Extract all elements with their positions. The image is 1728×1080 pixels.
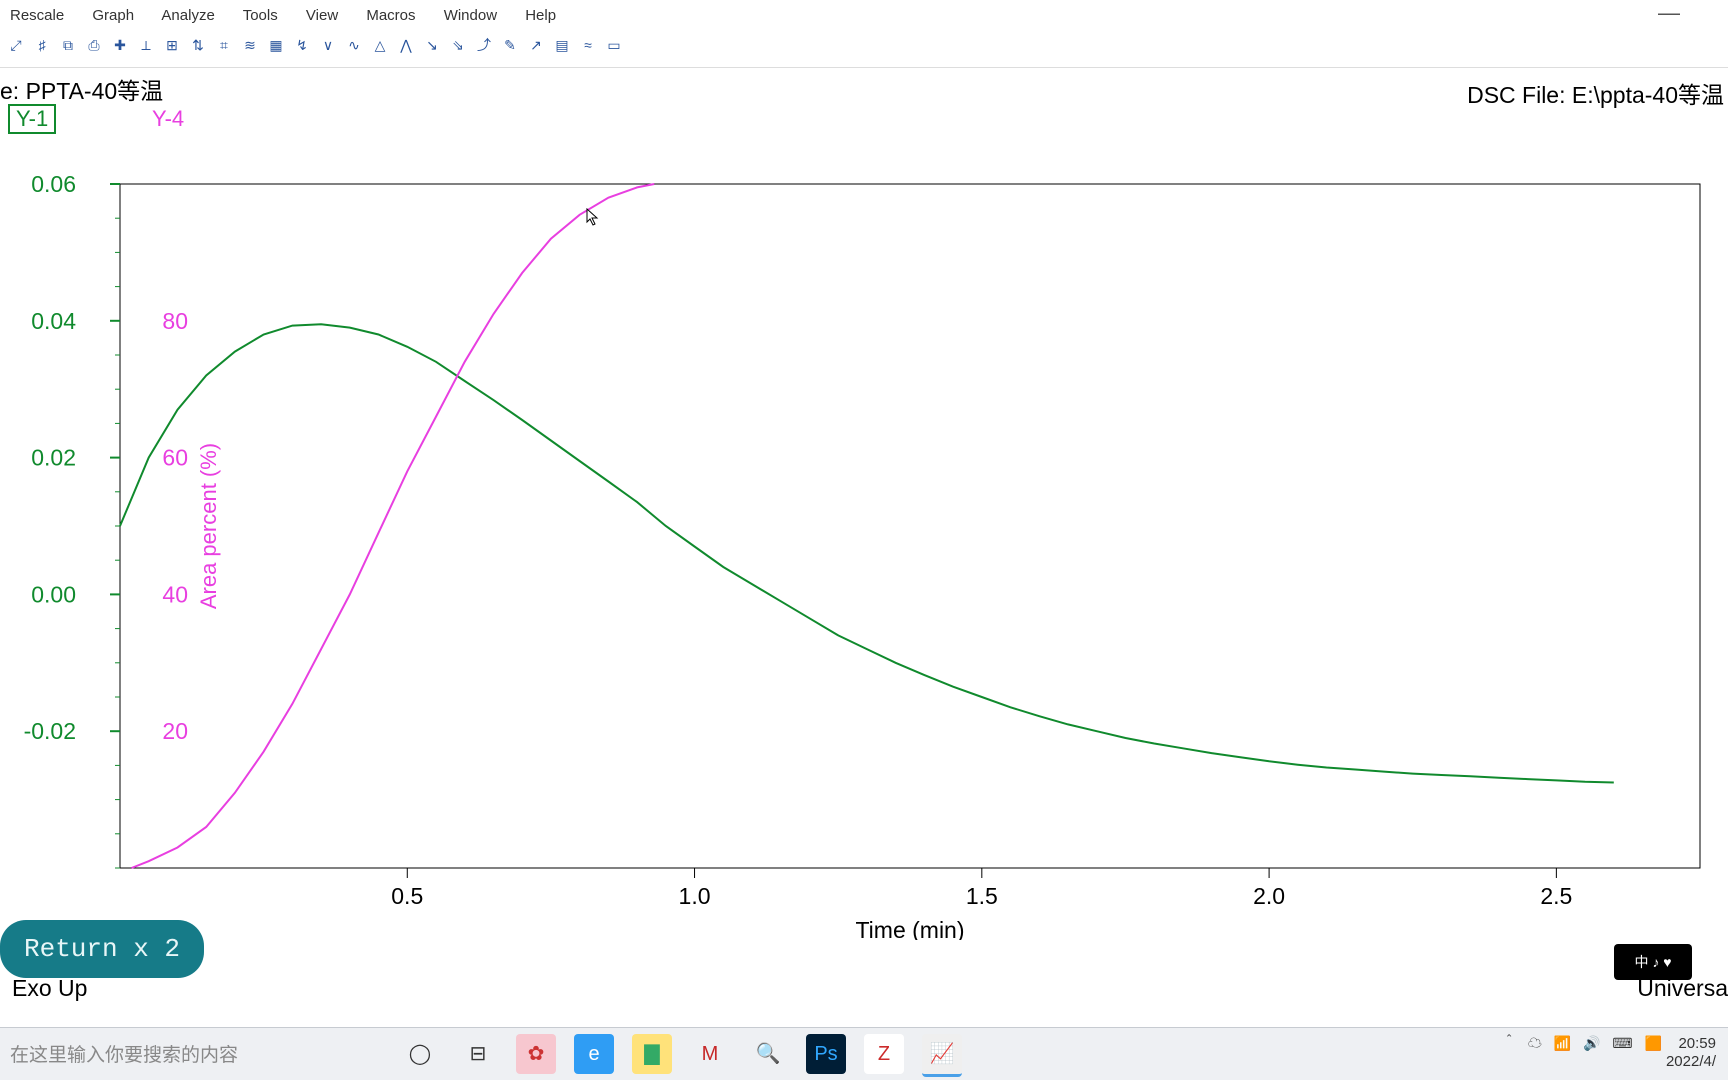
toolbar-button-12[interactable]: ∨ bbox=[316, 33, 340, 57]
toolbar-button-8[interactable]: ⌗ bbox=[212, 33, 236, 57]
toolbar-button-20[interactable]: ↗ bbox=[524, 33, 548, 57]
svg-text:40: 40 bbox=[162, 581, 188, 607]
mouse-cursor-icon bbox=[586, 208, 602, 228]
axis-legend: Y-1 Y-4 bbox=[8, 104, 184, 134]
toolbar-button-3[interactable]: ⎙ bbox=[82, 33, 106, 57]
taskbar: 在这里输入你要搜索的内容 ◯ ⊟ ✿ e ▇ M 🔍 Ps Z 📈 ＾ ☁ 📶 🔊 ⌨ 🟧 20:… bbox=[0, 1027, 1728, 1080]
menu-graph[interactable]: Graph bbox=[92, 7, 134, 24]
taskbar-app-5[interactable]: M bbox=[690, 1034, 730, 1074]
toolbar-button-2[interactable]: ⧉ bbox=[56, 33, 80, 57]
menu-tools[interactable]: Tools bbox=[243, 7, 278, 24]
tray-date: 2022/4/ bbox=[1666, 1053, 1716, 1070]
tray-time: 20:59 bbox=[1678, 1035, 1716, 1052]
svg-text:2.0: 2.0 bbox=[1253, 883, 1285, 909]
toolbar-button-19[interactable]: ✎ bbox=[498, 33, 522, 57]
svg-text:20: 20 bbox=[162, 718, 188, 744]
svg-text:2.5: 2.5 bbox=[1540, 883, 1572, 909]
sample-name: e: PPTA-40等温 bbox=[0, 72, 163, 106]
chart-svg: 0.5 1.0 1.5 2.0 2.5 Time (min) -0.02 0.00 0.02 0.… bbox=[0, 140, 1720, 940]
taskbar-app-6[interactable]: 🔍 bbox=[748, 1034, 788, 1074]
menu-rescale[interactable]: Rescale bbox=[10, 7, 64, 24]
toolbar-button-16[interactable]: ↘ bbox=[420, 33, 444, 57]
taskbar-search-input[interactable]: 在这里输入你要搜索的内容 bbox=[10, 1040, 238, 1067]
taskbar-app-3[interactable]: e bbox=[574, 1034, 614, 1074]
dsc-file-path: DSC File: E:\ppta-40等温 bbox=[1467, 76, 1724, 110]
toolbar-button-22[interactable]: ≈ bbox=[576, 33, 600, 57]
menu-macros[interactable]: Macros bbox=[366, 7, 415, 24]
menu-window[interactable]: Window bbox=[444, 7, 497, 24]
toolbar-button-11[interactable]: ↯ bbox=[290, 33, 314, 57]
header: e: PPTA-40等温 DSC File: E:\ppta-40等温 bbox=[0, 68, 1728, 106]
svg-text:0.02: 0.02 bbox=[31, 445, 76, 471]
svg-text:Time (min): Time (min) bbox=[855, 917, 964, 940]
svg-text:60: 60 bbox=[162, 445, 188, 471]
svg-text:-0.02: -0.02 bbox=[24, 718, 76, 744]
toolbar-button-17[interactable]: ⇘ bbox=[446, 33, 470, 57]
toolbar-button-23[interactable]: ▭ bbox=[602, 33, 626, 57]
exo-up-label: Exo Up bbox=[12, 975, 87, 1002]
svg-text:80: 80 bbox=[162, 308, 188, 334]
toolbar-button-21[interactable]: ▤ bbox=[550, 33, 574, 57]
taskbar-apps: ◯ ⊟ ✿ e ▇ M 🔍 Ps Z 📈 bbox=[400, 1034, 980, 1077]
svg-text:0.00: 0.00 bbox=[31, 581, 76, 607]
return-pill[interactable]: Return x 2 bbox=[0, 920, 204, 978]
menu-help[interactable]: Help bbox=[525, 7, 556, 24]
chart-area[interactable]: 0.5 1.0 1.5 2.0 2.5 Time (min) -0.02 0.00 0.02 0.… bbox=[0, 140, 1720, 940]
svg-text:0.04: 0.04 bbox=[31, 308, 76, 334]
toolbar-button-4[interactable]: ✚ bbox=[108, 33, 132, 57]
window-minimize-button[interactable]: — bbox=[1658, 0, 1680, 26]
taskbar-app-8[interactable]: Z bbox=[864, 1034, 904, 1074]
ime-indicator[interactable]: 中 ♪ ♥ bbox=[1614, 944, 1692, 980]
svg-text:Area percent (%): Area percent (%) bbox=[196, 443, 221, 609]
toolbar-button-0[interactable]: ⤢ bbox=[4, 33, 28, 57]
legend-y1[interactable]: Y-1 bbox=[8, 104, 56, 134]
taskbar-app-9[interactable]: 📈 bbox=[922, 1034, 962, 1077]
taskbar-app-1[interactable]: ⊟ bbox=[458, 1034, 498, 1074]
taskbar-app-2[interactable]: ✿ bbox=[516, 1034, 556, 1074]
svg-text:1.5: 1.5 bbox=[966, 883, 998, 909]
toolbar-button-6[interactable]: ⊞ bbox=[160, 33, 184, 57]
system-tray[interactable]: ＾ ☁ 📶 🔊 ⌨ 🟧 20:59 2022/4/ bbox=[1502, 1034, 1716, 1071]
toolbar-button-14[interactable]: △ bbox=[368, 33, 392, 57]
toolbar-button-5[interactable]: ⟂ bbox=[134, 33, 158, 57]
menu-bar: Rescale Graph Analyze Tools View Macros … bbox=[0, 0, 1728, 31]
menu-view[interactable]: View bbox=[306, 7, 338, 24]
toolbar-button-10[interactable]: ▦ bbox=[264, 33, 288, 57]
tray-icons[interactable]: ＾ ☁ 📶 🔊 ⌨ 🟧 bbox=[1502, 1035, 1666, 1051]
menu-analyze[interactable]: Analyze bbox=[161, 7, 214, 24]
taskbar-app-4[interactable]: ▇ bbox=[632, 1034, 672, 1074]
toolbar-button-1[interactable]: ♯ bbox=[30, 33, 54, 57]
toolbar-button-18[interactable]: ⤴ bbox=[472, 33, 496, 57]
legend-y4[interactable]: Y-4 bbox=[152, 106, 184, 131]
toolbar: ⤢♯⧉⎙✚⟂⊞⇅⌗≋▦↯∨∿△⋀↘⇘⤴✎↗▤≈▭ bbox=[0, 31, 1728, 68]
toolbar-button-9[interactable]: ≋ bbox=[238, 33, 262, 57]
svg-text:0.06: 0.06 bbox=[31, 171, 76, 197]
toolbar-button-7[interactable]: ⇅ bbox=[186, 33, 210, 57]
svg-text:0.5: 0.5 bbox=[391, 883, 423, 909]
toolbar-button-13[interactable]: ∿ bbox=[342, 33, 366, 57]
toolbar-button-15[interactable]: ⋀ bbox=[394, 33, 418, 57]
taskbar-app-7[interactable]: Ps bbox=[806, 1034, 846, 1074]
taskbar-app-0[interactable]: ◯ bbox=[400, 1034, 440, 1074]
svg-text:1.0: 1.0 bbox=[679, 883, 711, 909]
